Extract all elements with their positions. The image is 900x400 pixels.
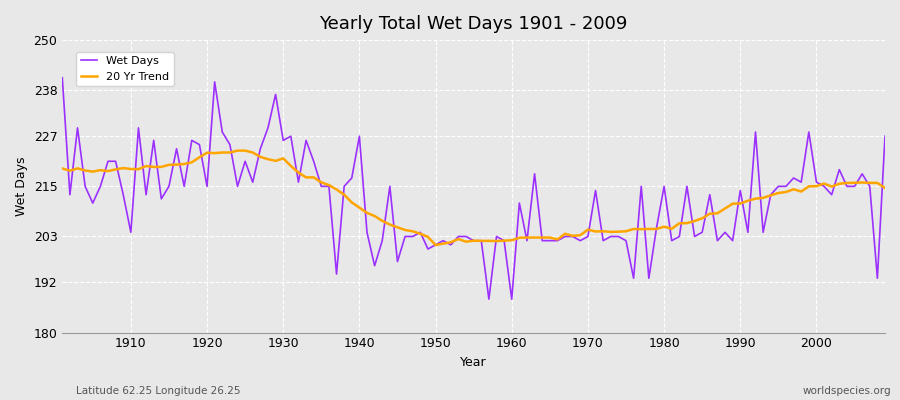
20 Yr Trend [232,148,243,153]
Y-axis label: Wet Days: Wet Days [15,156,28,216]
20 Yr Trend [118,166,129,170]
20 Yr Trend [338,192,349,197]
20 Yr Trend [57,166,68,171]
20 Yr Trend [522,235,533,240]
Wet Days [331,272,342,276]
Title: Yearly Total Wet Days 1901 - 2009: Yearly Total Wet Days 1901 - 2009 [320,15,628,33]
20 Yr Trend [613,229,624,234]
Wet Days [483,297,494,302]
Wet Days [285,134,296,139]
20 Yr Trend [293,170,304,175]
Wet Days [879,134,890,139]
Legend: Wet Days, 20 Yr Trend: Wet Days, 20 Yr Trend [76,52,174,86]
Wet Days [507,297,517,302]
Wet Days [514,201,525,206]
Text: Latitude 62.25 Longitude 26.25: Latitude 62.25 Longitude 26.25 [76,386,241,396]
Text: worldspecies.org: worldspecies.org [803,386,891,396]
Wet Days [57,75,68,80]
20 Yr Trend [430,243,441,248]
X-axis label: Year: Year [460,356,487,369]
Line: 20 Yr Trend: 20 Yr Trend [62,151,885,245]
Wet Days [118,192,129,197]
Line: Wet Days: Wet Days [62,78,885,299]
20 Yr Trend [879,186,890,190]
Wet Days [606,234,616,239]
20 Yr Trend [514,235,525,240]
